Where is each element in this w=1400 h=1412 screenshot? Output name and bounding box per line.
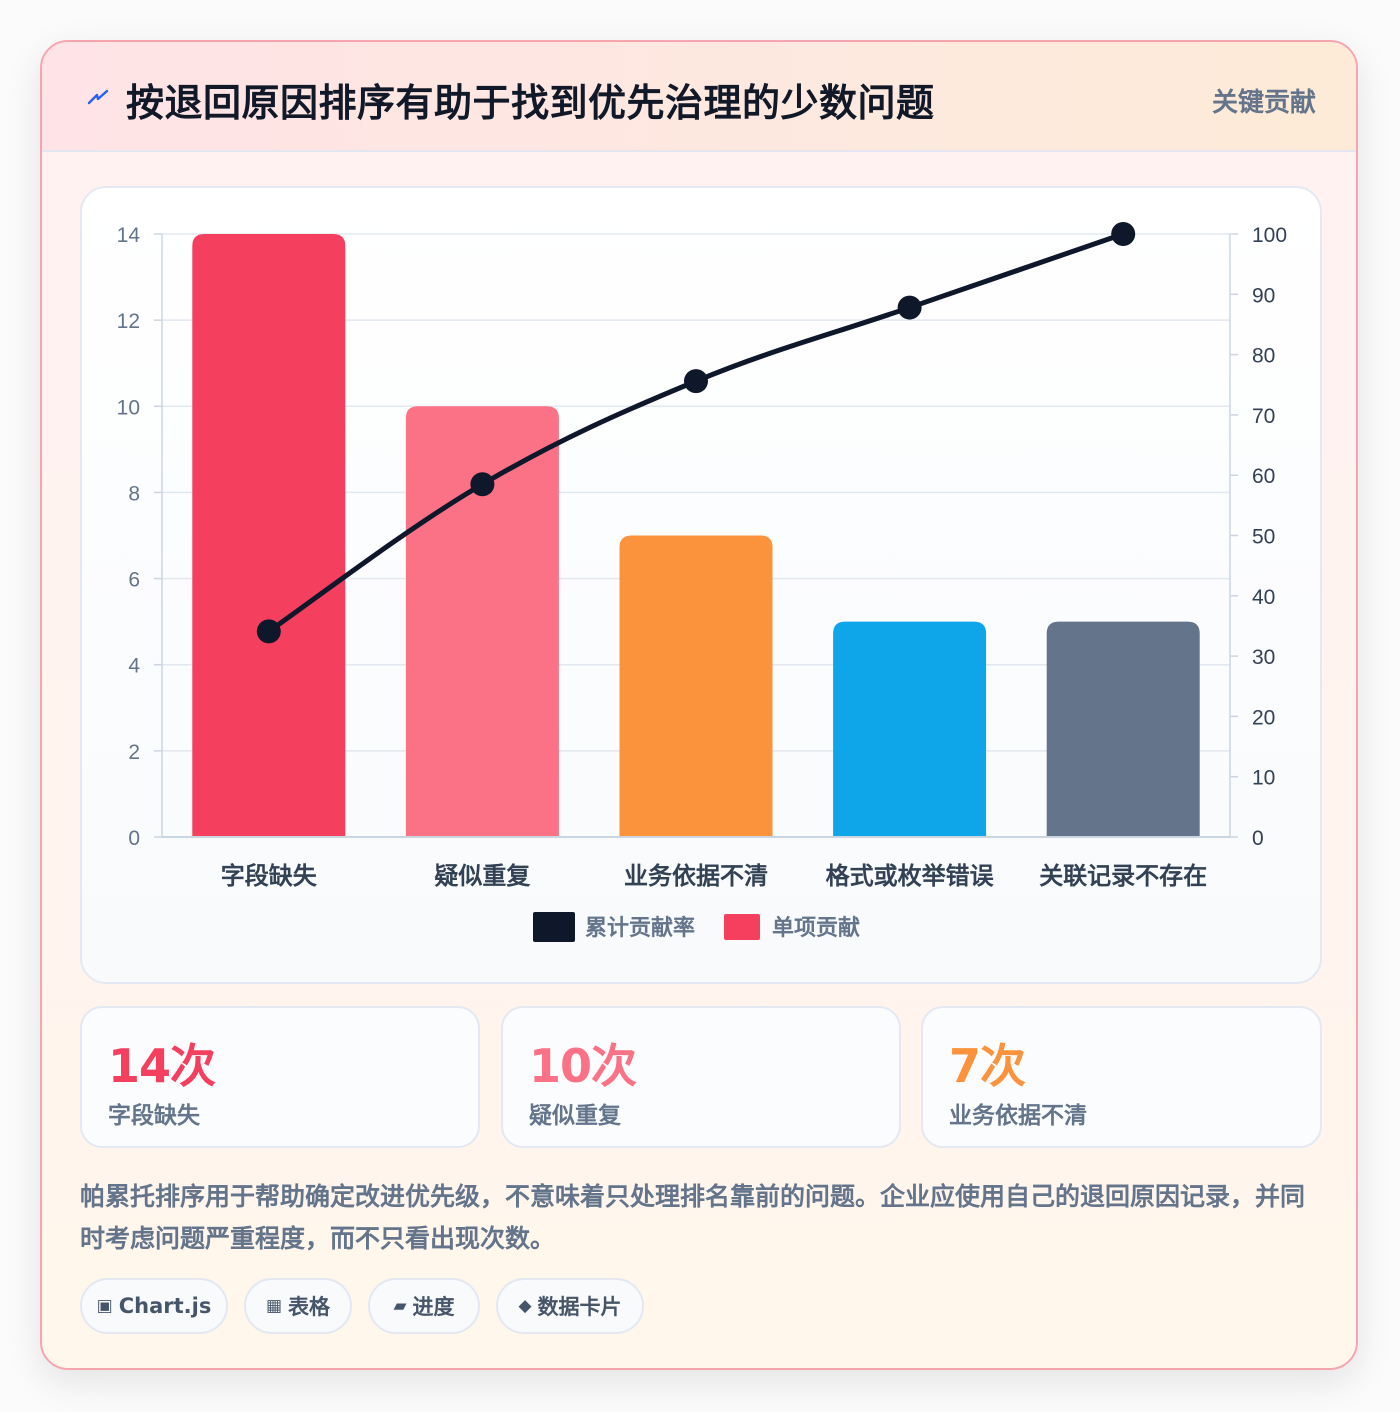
bar-3: [619, 535, 773, 837]
right-tick-label: 70: [1252, 405, 1275, 428]
legend-label-bars: 单项贡献: [772, 915, 860, 941]
right-tick-label: 40: [1252, 586, 1275, 609]
right-tick-label: 20: [1252, 706, 1275, 729]
cumulative-point-5: [1111, 222, 1136, 246]
right-tick-label: 10: [1252, 767, 1275, 790]
stat-label: 疑似重复: [529, 1103, 621, 1129]
stat-card-1: 14次 字段缺失: [80, 1006, 480, 1148]
stat-value: 14次: [108, 1039, 216, 1093]
stat-label: 字段缺失: [108, 1103, 200, 1129]
bar-5: [1046, 621, 1200, 837]
stat-value: 10次: [529, 1039, 637, 1093]
left-tick-label: 4: [128, 655, 140, 678]
category-label: 疑似重复: [434, 862, 531, 890]
footnote: 帕累托排序用于帮助确定改进优先级，不意味着只处理排名靠前的问题。企业应使用自己的…: [80, 1182, 1306, 1253]
right-tick-label: 0: [1252, 827, 1264, 850]
chip-label: Chart.js: [118, 1294, 212, 1318]
card-header: 按退回原因排序有助于找到优先治理的少数问题 关键贡献: [42, 42, 1356, 152]
right-tick-label: 50: [1252, 526, 1275, 549]
right-tick-label: 100: [1252, 224, 1287, 247]
left-tick-label: 10: [117, 396, 140, 419]
category-label: 业务依据不清: [624, 862, 768, 890]
left-tick-label: 6: [128, 569, 140, 592]
category-label: 关联记录不存在: [1039, 862, 1207, 890]
page-title: 按退回原因排序有助于找到优先治理的少数问题: [126, 81, 935, 125]
bar-1: [192, 234, 346, 837]
chip-table[interactable]: ▦ 表格: [244, 1278, 352, 1334]
table-icon: ▦: [265, 1296, 283, 1316]
chip-progress[interactable]: ▰ 进度: [368, 1278, 480, 1334]
stat-value: 7次: [949, 1039, 1026, 1093]
right-tick-label: 60: [1252, 465, 1275, 488]
chip-label: 表格: [288, 1295, 331, 1319]
legend-swatch-cumulative: [533, 912, 575, 942]
chip-label: 数据卡片: [537, 1295, 622, 1319]
chart-panel: 0 2 4 6 8 10 12 14 0 10 20 30 40 50 60 70 80 90 100 字段缺失 疑似重…: [80, 186, 1322, 984]
stat-card-3: 7次 业务依据不清: [921, 1006, 1322, 1148]
card-icon: ◆: [518, 1296, 532, 1316]
stat-card-2: 10次 疑似重复: [501, 1006, 901, 1148]
header-badge: 关键贡献: [1211, 88, 1316, 118]
right-tick-label: 90: [1252, 284, 1275, 307]
left-tick-label: 12: [117, 310, 140, 333]
pareto-chart: 0 2 4 6 8 10 12 14 0 10 20 30 40 50 60 70 80 90 100 字段缺失 疑似重…: [117, 222, 1287, 942]
left-tick-label: 8: [128, 482, 140, 505]
bar-2: [405, 406, 559, 837]
right-tick-label: 30: [1252, 646, 1275, 669]
chip-label: 进度: [412, 1295, 455, 1319]
lightning-icon: [87, 89, 109, 105]
bar-4: [833, 621, 987, 837]
category-label: 字段缺失: [221, 862, 318, 890]
left-tick-label: 14: [117, 224, 141, 247]
stat-label: 业务依据不清: [949, 1103, 1087, 1129]
report-card: 按退回原因排序有助于找到优先治理的少数问题 关键贡献 0 2 4 6 8 10 12 14 0 1…: [40, 40, 1358, 1370]
right-tick-label: 80: [1252, 345, 1275, 368]
progress-icon: ▰: [393, 1296, 407, 1316]
cumulative-point-1: [256, 619, 281, 644]
cumulative-point-2: [470, 472, 495, 497]
chart-icon: ▣: [96, 1296, 113, 1316]
legend-swatch-bars: [724, 914, 760, 940]
cumulative-point-3: [684, 369, 708, 394]
legend-label-cumulative: 累计贡献率: [585, 915, 695, 941]
chip-chartjs[interactable]: ▣ Chart.js: [80, 1278, 228, 1334]
left-tick-label: 0: [128, 827, 140, 850]
chip-data-card[interactable]: ◆ 数据卡片: [496, 1278, 644, 1334]
category-label: 格式或枚举错误: [826, 862, 995, 890]
cumulative-point-4: [897, 295, 922, 320]
left-tick-label: 2: [128, 741, 140, 764]
